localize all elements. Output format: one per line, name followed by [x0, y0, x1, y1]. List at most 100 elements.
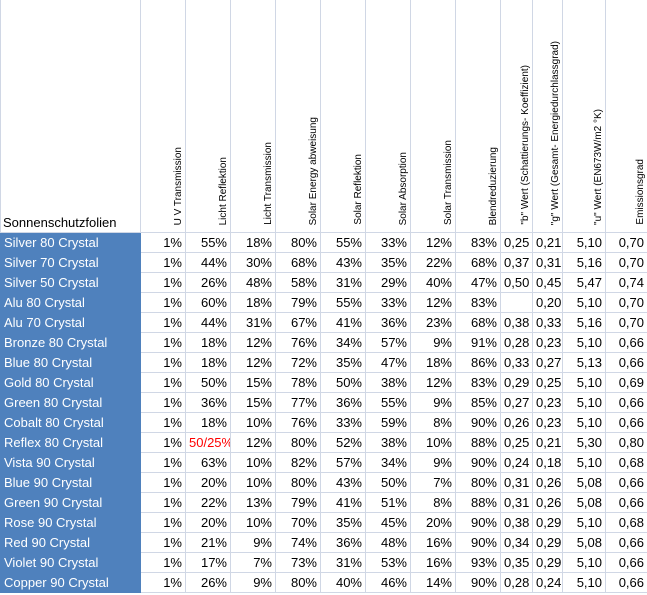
cell: 1% [140, 472, 186, 493]
column-header-text: "b" Wert (Schattierungs- Koeffizient) [520, 65, 531, 225]
cell: 0,33 [500, 352, 533, 373]
header-row: Sonnenschutzfolien U V Transmission Licht … [0, 0, 647, 233]
cell: 0,29 [532, 532, 563, 553]
row-label: Reflex 80 Crystal [0, 432, 141, 453]
cell: 36% [365, 312, 411, 333]
cell: 50% [185, 372, 231, 393]
cell: 12% [230, 432, 276, 453]
column-header-text: Solar Absorption [398, 151, 409, 225]
column-header-text: Emissionsgrad [635, 159, 646, 225]
cell: 31% [230, 312, 276, 333]
cell: 18% [185, 332, 231, 353]
table-row: Silver 50 Crystal 1% 26% 48% 58% 31% 29% 40% 47%… [0, 272, 647, 293]
cell: 48% [365, 532, 411, 553]
cell: 1% [140, 532, 186, 553]
cell: 31% [320, 552, 366, 573]
cell: 80% [275, 472, 321, 493]
cell: 55% [320, 232, 366, 253]
table-row: Vista 90 Crystal 1% 63% 10% 82% 57% 34% 9% 90% 0,… [0, 452, 647, 473]
cell: 1% [140, 452, 186, 473]
cell: 26% [185, 572, 231, 593]
cell: 9% [410, 452, 456, 473]
column-header-text: "u" Wert (EN673W/m2 °K) [593, 109, 604, 225]
cell: 80% [455, 472, 501, 493]
cell: 0,70 [605, 312, 647, 333]
cell: 1% [140, 432, 186, 453]
cell: 12% [230, 332, 276, 353]
cell: 44% [185, 252, 231, 273]
row-label: Green 80 Crystal [0, 392, 141, 413]
cell: 57% [320, 452, 366, 473]
cell: 0,66 [605, 472, 647, 493]
cell: 33% [320, 412, 366, 433]
cell: 0,66 [605, 392, 647, 413]
cell: 18% [230, 292, 276, 313]
column-header-text: "g" Wert (Gesamt- Energiedurchlassgrad) [550, 40, 561, 225]
row-label: Copper 90 Crystal [0, 572, 141, 593]
cell: 55% [365, 392, 411, 413]
cell: 20% [185, 472, 231, 493]
cell: 1% [140, 372, 186, 393]
cell: 34% [320, 332, 366, 353]
cell: 38% [365, 432, 411, 453]
cell: 35% [320, 512, 366, 533]
cell: 0,26 [500, 412, 533, 433]
cell: 0,33 [532, 312, 563, 333]
cell: 21% [185, 532, 231, 553]
cell: 1% [140, 492, 186, 513]
cell: 35% [365, 252, 411, 273]
cell: 80% [275, 232, 321, 253]
cell: 0,69 [605, 372, 647, 393]
cell: 12% [410, 232, 456, 253]
cell: 90% [455, 512, 501, 533]
cell: 5,10 [562, 292, 606, 313]
cell: 40% [320, 572, 366, 593]
cell: 1% [140, 332, 186, 353]
cell: 63% [185, 452, 231, 473]
cell: 1% [140, 352, 186, 373]
cell: 5,16 [562, 312, 606, 333]
cell: 10% [230, 512, 276, 533]
column-header: "u" Wert (EN673W/m2 °K) [562, 0, 606, 233]
cell: 7% [230, 552, 276, 573]
cell: 0,26 [532, 472, 563, 493]
cell: 82% [275, 452, 321, 473]
cell: 1% [140, 272, 186, 293]
cell: 5,10 [562, 572, 606, 593]
column-header: "b" Wert (Schattierungs- Koeffizient) [500, 0, 533, 233]
cell: 90% [455, 412, 501, 433]
cell: 88% [455, 432, 501, 453]
row-label: Green 90 Crystal [0, 492, 141, 513]
cell: 0,29 [500, 372, 533, 393]
cell: 0,21 [532, 232, 563, 253]
cell: 0,70 [605, 292, 647, 313]
cell: 0,28 [500, 332, 533, 353]
row-label: Blue 80 Crystal [0, 352, 141, 373]
cell: 41% [320, 312, 366, 333]
cell: 0,28 [500, 572, 533, 593]
cell: 0,66 [605, 552, 647, 573]
table-body: Silver 80 Crystal 1% 55% 18% 80% 55% 33% 12% 83%… [0, 232, 647, 593]
column-header-text: Blendreduzierung [488, 146, 499, 225]
column-header: U V Transmission [140, 0, 186, 233]
cell: 0,21 [532, 432, 563, 453]
cell: 5,08 [562, 532, 606, 553]
column-header-text: Licht Reflektion [218, 156, 229, 225]
column-header-text: Licht Transmission [263, 142, 274, 225]
cell: 68% [455, 312, 501, 333]
cell: 1% [140, 572, 186, 593]
cell: 16% [410, 532, 456, 553]
row-label: Cobalt 80 Crystal [0, 412, 141, 433]
column-header: Solar Transmission [410, 0, 456, 233]
cell: 31% [320, 272, 366, 293]
cell: 53% [365, 552, 411, 573]
column-header-text: Solar Energy abweisung [308, 116, 319, 225]
cell: 78% [275, 372, 321, 393]
cell: 70% [275, 512, 321, 533]
table-row: Silver 70 Crystal 1% 44% 30% 68% 43% 35% 22% 68%… [0, 252, 647, 273]
column-header: Licht Reflektion [185, 0, 231, 233]
cell: 29% [365, 272, 411, 293]
cell: 0,31 [500, 472, 533, 493]
table-row: Silver 80 Crystal 1% 55% 18% 80% 55% 33% 12% 83%… [0, 232, 647, 253]
row-label: Gold 80 Crystal [0, 372, 141, 393]
